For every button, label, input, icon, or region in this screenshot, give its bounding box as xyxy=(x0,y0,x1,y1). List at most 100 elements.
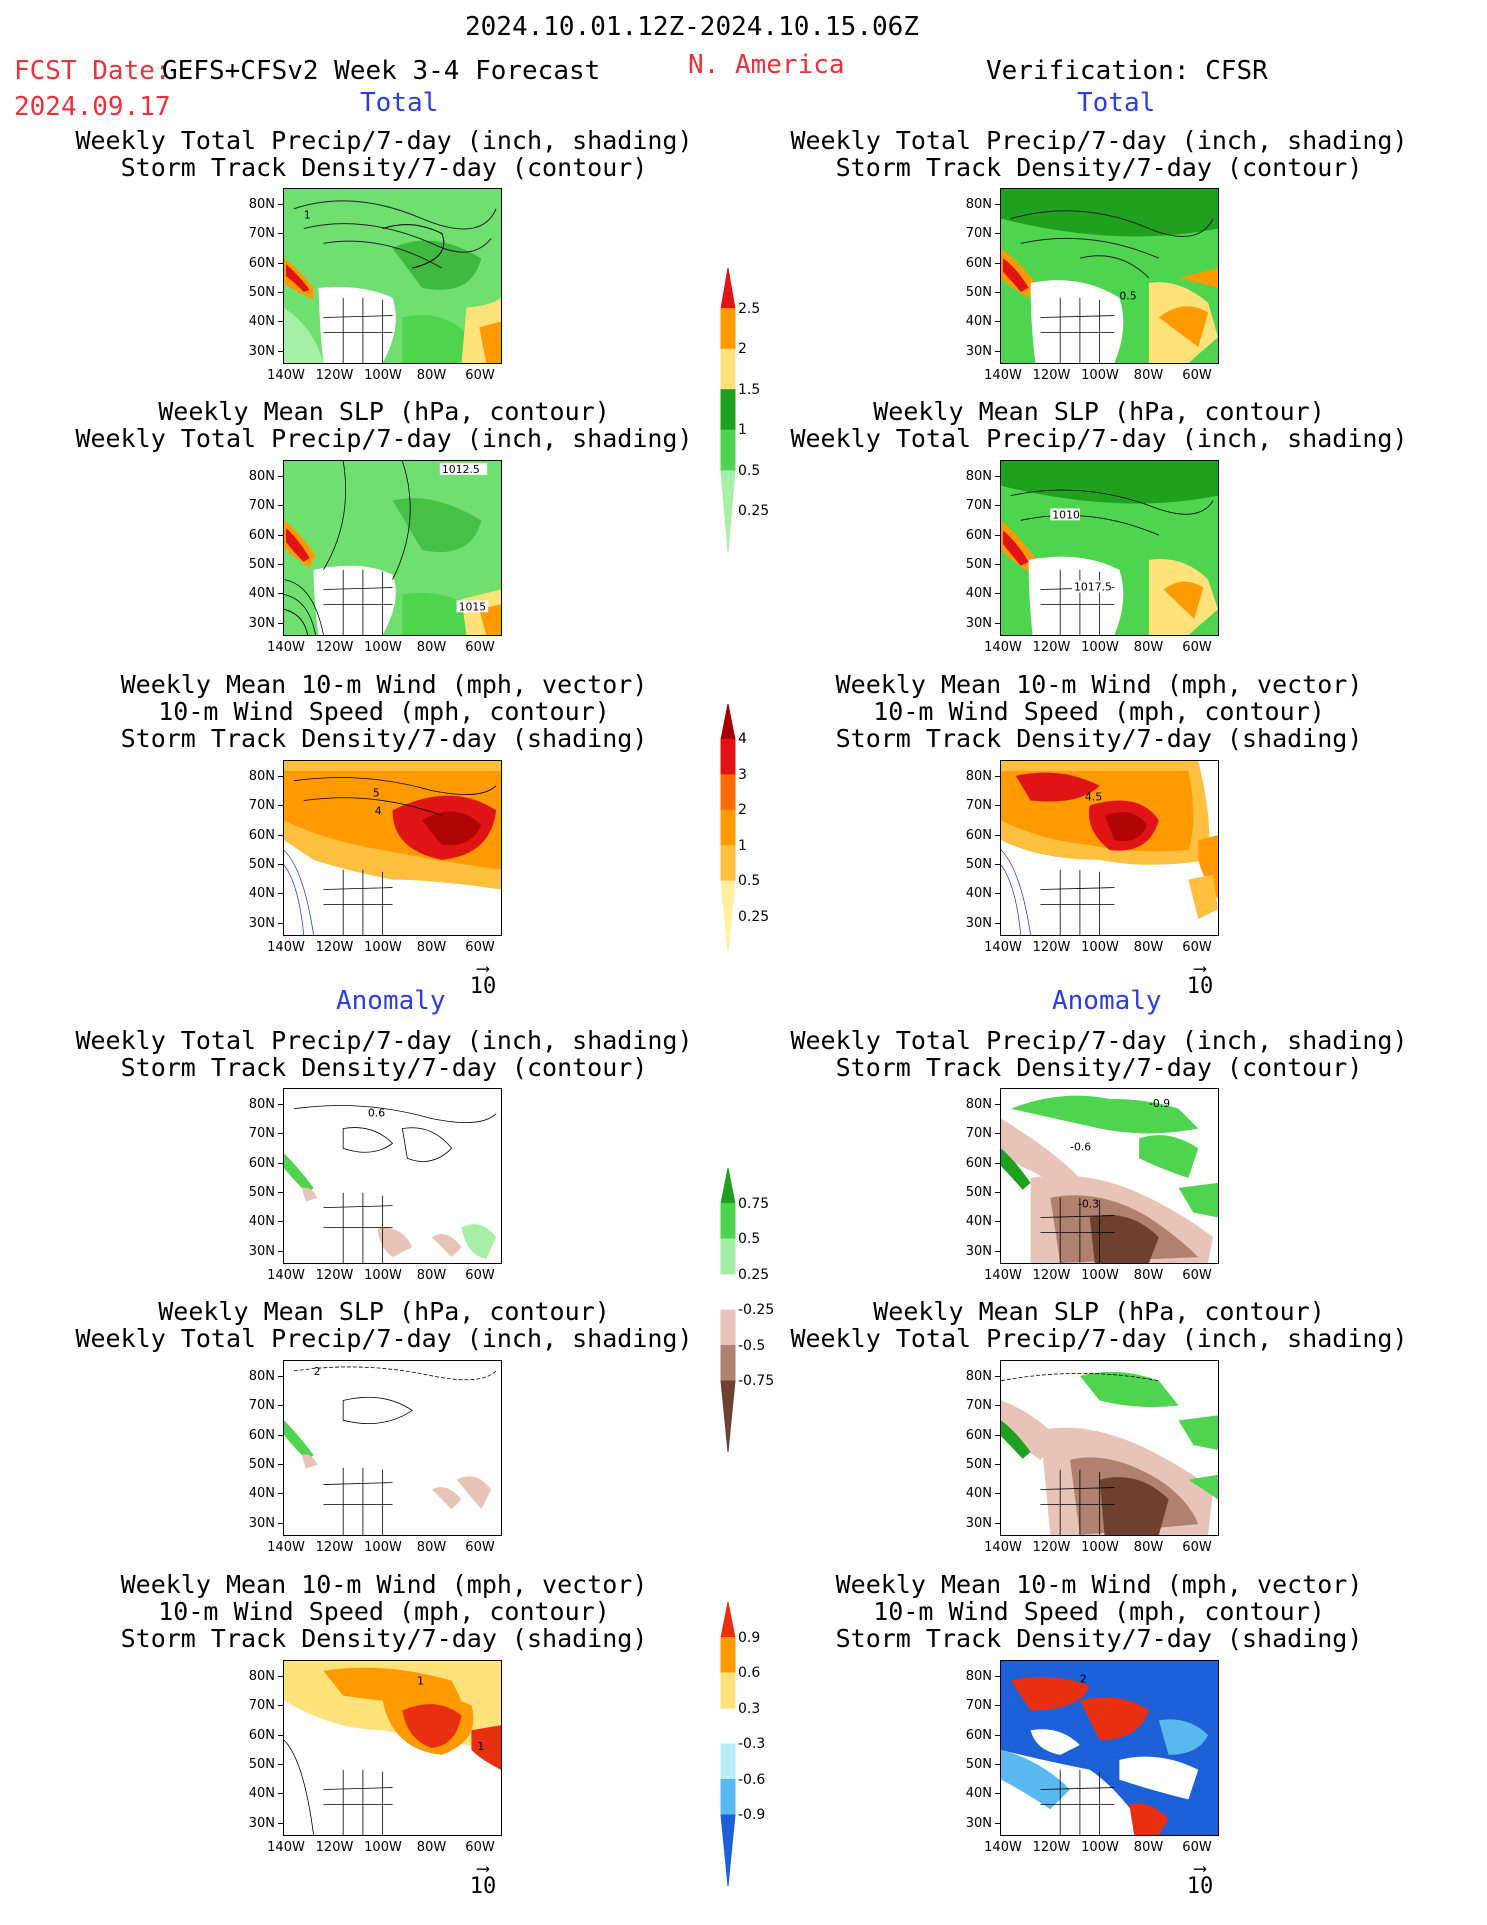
lat-tick-mark xyxy=(278,863,283,865)
colorbar-segment xyxy=(720,348,736,391)
colorbar-label: 0.5 xyxy=(738,1231,761,1247)
lat-tick-mark xyxy=(278,1463,283,1465)
lat-tick-label: 30N xyxy=(965,1515,992,1531)
lat-tick-mark xyxy=(278,1162,283,1164)
panel-title-anom-wind-fcst: Weekly Mean 10-m Wind (mph, vector) 10-m… xyxy=(120,1570,648,1653)
lon-tick-label: 60W xyxy=(465,368,495,383)
lat-tick-mark xyxy=(995,805,1000,807)
vector-reference-value: 10 xyxy=(469,974,497,999)
lon-tick-label: 60W xyxy=(465,640,495,655)
contour-label: 4 xyxy=(375,804,382,817)
lat-tick-label: 30N xyxy=(248,615,275,631)
vector-reference-value: 10 xyxy=(469,1874,497,1899)
colorbar-anom-storm xyxy=(720,1602,736,1886)
colorbar-segment xyxy=(720,1380,736,1452)
colorbar-label: 1.5 xyxy=(738,381,761,398)
lat-tick-mark xyxy=(278,262,283,264)
lon-tick-label: 120W xyxy=(315,1840,354,1855)
lat-tick-mark xyxy=(995,233,1000,235)
contour-label: 1 xyxy=(417,1675,424,1688)
lon-tick-label: 60W xyxy=(465,1540,495,1555)
lat-tick-label: 60N xyxy=(965,255,992,271)
lat-tick-label: 70N xyxy=(965,1398,992,1414)
lon-tick-label: 100W xyxy=(364,368,402,383)
lat-tick-mark xyxy=(278,350,283,352)
lat-tick-mark xyxy=(995,350,1000,352)
lat-tick-mark xyxy=(278,476,283,477)
lat-tick-mark xyxy=(278,1522,283,1524)
panel-title-anom-slp-fcst: Weekly Mean SLP (hPa, contour) Weekly To… xyxy=(75,1297,693,1353)
colorbar-label: 2.5 xyxy=(738,300,761,317)
lon-tick-label: 100W xyxy=(1081,368,1119,383)
colorbar-segment xyxy=(720,1743,736,1780)
lat-tick-label: 80N xyxy=(248,1097,275,1112)
lat-tick-mark xyxy=(995,1705,1000,1707)
lat-tick-mark xyxy=(995,1104,1000,1105)
lat-tick-mark xyxy=(995,1376,1000,1377)
lon-tick-label: 140W xyxy=(984,1268,1022,1283)
lat-tick-label: 50N xyxy=(965,284,992,300)
lat-tick-label: 50N xyxy=(965,856,992,872)
lon-tick-label: 100W xyxy=(1081,940,1119,955)
lat-tick-mark xyxy=(995,1522,1000,1524)
lat-tick-label: 30N xyxy=(965,615,992,631)
lat-tick-mark xyxy=(995,1493,1000,1495)
lat-tick-label: 40N xyxy=(248,1786,275,1802)
lat-tick-label: 50N xyxy=(248,1184,275,1200)
arrow-right-icon: ⟶ xyxy=(477,958,489,979)
contour-label: 1 xyxy=(477,1740,484,1753)
colorbar-label: -0.9 xyxy=(738,1807,766,1823)
lat-tick-mark xyxy=(995,1463,1000,1465)
lat-tick-label: 40N xyxy=(965,886,992,902)
section-anomaly-left: Anomaly xyxy=(336,986,446,1016)
contour-label: 5 xyxy=(373,787,380,800)
colorbar-segment xyxy=(720,704,736,740)
map-total-wind-verif: 4.5 xyxy=(1000,760,1219,936)
lat-tick-label: 40N xyxy=(965,1486,992,1502)
arrow-right-icon: ⟶ xyxy=(1194,958,1206,979)
panel-title-anom-precip-fcst: Weekly Total Precip/7-day (inch, shading… xyxy=(75,1026,693,1082)
lon-tick-label: 120W xyxy=(315,368,354,383)
lat-tick-mark xyxy=(278,1133,283,1135)
colorbar-segment xyxy=(720,845,736,882)
lat-tick-mark xyxy=(278,321,283,323)
lat-tick-mark xyxy=(278,1763,283,1765)
lon-tick-label: 60W xyxy=(1182,1840,1212,1855)
lon-tick-label: 140W xyxy=(984,1540,1022,1555)
lat-tick-mark xyxy=(995,563,1000,565)
lon-tick-label: 140W xyxy=(984,1840,1022,1855)
lon-tick-label: 140W xyxy=(267,640,305,655)
vector-reference-total-fcst: ⟶ 10 xyxy=(458,958,508,999)
colorbar-label: -0.75 xyxy=(738,1373,775,1389)
map-anom-slp-fcst: 2 xyxy=(283,1360,502,1536)
lat-tick-label: 60N xyxy=(248,1155,275,1171)
lat-tick-label: 50N xyxy=(248,1456,275,1472)
lat-tick-mark xyxy=(278,505,283,507)
lat-tick-mark xyxy=(995,321,1000,323)
lon-tick-label: 80W xyxy=(416,640,447,655)
colorbar-label: 0.25 xyxy=(738,908,770,925)
lon-tick-label: 60W xyxy=(1182,940,1212,955)
fcst-date-value: 2024.09.17 xyxy=(14,92,171,122)
map-anom-precip-verif: -0.9 -0.6 -0.3 xyxy=(1000,1088,1219,1264)
vector-reference-anom-verif: ⟶ 10 xyxy=(1175,1860,1225,1899)
lat-tick-mark xyxy=(995,1162,1000,1164)
colorbar-total-precip xyxy=(720,268,736,552)
vector-reference-anom-fcst: ⟶ 10 xyxy=(458,1860,508,1899)
lat-tick-label: 70N xyxy=(248,226,275,242)
lat-tick-label: 80N xyxy=(248,197,275,212)
lat-tick-label: 60N xyxy=(965,827,992,843)
lon-tick-label: 80W xyxy=(416,1268,447,1283)
vector-reference-value: 10 xyxy=(1186,1874,1214,1899)
lon-tick-label: 100W xyxy=(1081,640,1119,655)
lat-tick-label: 70N xyxy=(248,1398,275,1414)
vector-reference-value: 10 xyxy=(1186,974,1214,999)
lat-tick-mark xyxy=(278,834,283,836)
lat-tick-label: 80N xyxy=(248,469,275,484)
colorbar-label: 0.25 xyxy=(738,503,770,520)
lon-tick-label: 120W xyxy=(315,1540,354,1555)
lat-tick-label: 80N xyxy=(965,1097,992,1112)
lat-tick-mark xyxy=(995,204,1000,205)
colorbar-segment xyxy=(720,429,736,472)
lon-tick-label: 140W xyxy=(984,940,1022,955)
